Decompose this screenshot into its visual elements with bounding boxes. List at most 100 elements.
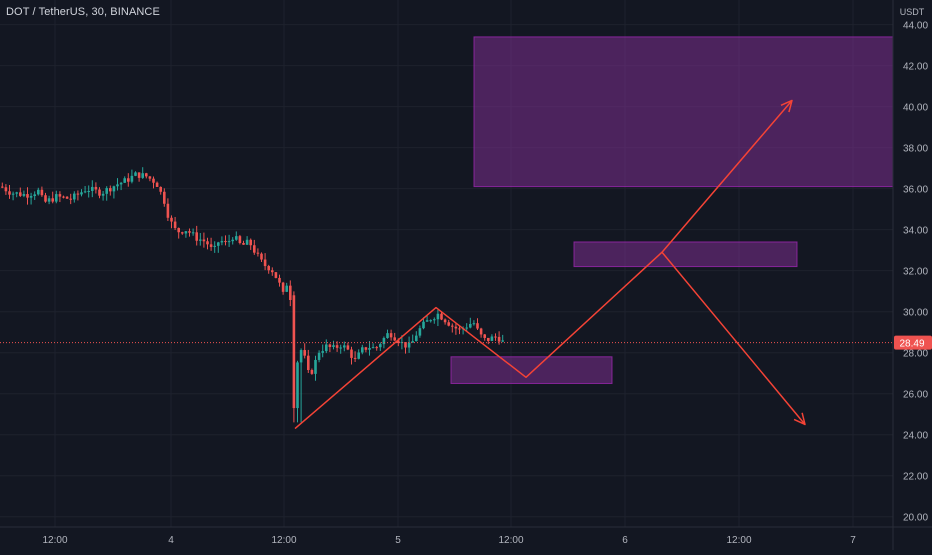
candle-body-bull bbox=[382, 338, 386, 345]
candle-body-bear bbox=[289, 285, 292, 301]
candle-body-bear bbox=[155, 182, 159, 187]
candle-body-bear bbox=[263, 259, 267, 267]
candle-body-bear bbox=[397, 340, 400, 344]
candle-body-bull bbox=[411, 341, 414, 343]
candle-body-bull bbox=[418, 328, 422, 336]
candle-body-bear bbox=[281, 282, 285, 292]
candle-body-bear bbox=[447, 322, 450, 326]
candle-body-bear bbox=[443, 319, 447, 323]
candle-body-bull bbox=[379, 344, 382, 348]
candle-body-bear bbox=[483, 334, 486, 338]
candle-body-bear bbox=[177, 228, 180, 233]
candle-body-bear bbox=[51, 198, 54, 202]
candle-body-bear bbox=[195, 232, 198, 241]
y-tick-label: 40.00 bbox=[903, 103, 928, 114]
candle-body-bull bbox=[317, 352, 321, 360]
candle-body-bear bbox=[8, 191, 11, 195]
candle-body-bear bbox=[253, 245, 256, 253]
y-tick-label: 36.00 bbox=[903, 185, 928, 196]
candle-layer bbox=[1, 167, 504, 423]
candle-body-bear bbox=[238, 236, 242, 244]
candle-body-bull bbox=[321, 351, 324, 353]
x-tick-label: 12:00 bbox=[271, 535, 296, 546]
candle-body-bull bbox=[47, 198, 51, 202]
chart-title: DOT / TetherUS, 30, BINANCE bbox=[6, 6, 160, 18]
x-tick-label: 12:00 bbox=[42, 535, 67, 546]
candle-body-bull bbox=[429, 320, 432, 322]
candle-body-bull bbox=[11, 193, 15, 195]
candle-body-bear bbox=[202, 239, 206, 242]
candle-body-bull bbox=[184, 231, 188, 234]
candle-body-bull bbox=[314, 359, 317, 374]
arrowhead-1 bbox=[780, 99, 793, 113]
candle-body-bull bbox=[325, 344, 328, 352]
candle-body-bull bbox=[501, 340, 504, 342]
candle-body-bull bbox=[141, 173, 144, 178]
candle-body-bull bbox=[220, 241, 224, 243]
candle-body-bull bbox=[83, 191, 87, 193]
candle-body-bear bbox=[98, 189, 101, 196]
candle-body-bull bbox=[33, 194, 36, 197]
zone-rectangle-3 bbox=[450, 356, 613, 384]
x-tick-label: 7 bbox=[850, 535, 856, 546]
candle-body-bear bbox=[454, 326, 458, 329]
candle-body-bull bbox=[400, 342, 404, 344]
y-tick-label: 32.00 bbox=[903, 267, 928, 278]
candle-body-bear bbox=[267, 266, 270, 271]
candle-body-bull bbox=[116, 184, 119, 187]
candle-body-bull bbox=[29, 196, 33, 198]
y-tick-label: 20.00 bbox=[903, 513, 928, 524]
candle-body-bull bbox=[339, 347, 342, 349]
y-tick-label: 28.00 bbox=[903, 349, 928, 360]
candle-body-bear bbox=[364, 347, 368, 350]
candle-body-bear bbox=[303, 350, 306, 356]
candle-body-bear bbox=[350, 349, 353, 358]
x-tick-label: 6 bbox=[622, 535, 628, 546]
candle-body-bull bbox=[299, 350, 303, 363]
drawing-layer[interactable] bbox=[0, 99, 893, 430]
candle-body-bear bbox=[328, 344, 332, 347]
candle-body-bull bbox=[472, 323, 476, 325]
x-tick-label: 5 bbox=[395, 535, 401, 546]
candle-body-bull bbox=[407, 342, 411, 348]
candle-body-bull bbox=[80, 192, 83, 195]
candle-body-bull bbox=[112, 186, 116, 192]
candle-body-bear bbox=[26, 194, 29, 198]
candle-body-bull bbox=[73, 193, 76, 200]
candle-body-bull bbox=[227, 241, 231, 243]
candle-body-bull bbox=[134, 172, 137, 176]
candle-body-bull bbox=[436, 313, 440, 320]
candle-body-bull bbox=[105, 188, 108, 194]
candle-body-bull bbox=[213, 245, 216, 247]
candle-body-bull bbox=[101, 193, 105, 196]
candle-body-bull bbox=[235, 236, 238, 240]
candle-body-bear bbox=[224, 241, 227, 243]
candle-body-bear bbox=[44, 195, 47, 202]
candle-body-bull bbox=[490, 336, 494, 341]
candle-body-bear bbox=[440, 313, 443, 320]
candle-body-bear bbox=[40, 189, 44, 196]
zone-rectangle-1 bbox=[473, 36, 894, 188]
candle-body-bear bbox=[389, 333, 393, 338]
candle-body-bear bbox=[476, 323, 479, 329]
candle-body-bear bbox=[181, 232, 184, 234]
candle-body-bear bbox=[148, 176, 152, 179]
candle-body-bear bbox=[458, 328, 461, 330]
candle-body-bull bbox=[415, 335, 418, 342]
projection-path-1 bbox=[294, 99, 793, 430]
candle-body-bear bbox=[127, 178, 130, 182]
candle-body-bull bbox=[91, 186, 94, 191]
candle-body-bull bbox=[361, 347, 364, 353]
candle-body-bear bbox=[62, 196, 65, 198]
candle-body-bull bbox=[231, 239, 234, 242]
candle-body-bull bbox=[296, 362, 299, 409]
candle-body-bear bbox=[159, 186, 162, 192]
x-tick-label: 12:00 bbox=[498, 535, 523, 546]
candle-body-bull bbox=[217, 242, 220, 246]
y-tick-label: 42.00 bbox=[903, 62, 928, 73]
candle-body-bull bbox=[87, 190, 90, 192]
zone-layer[interactable] bbox=[450, 36, 894, 384]
candle-body-bull bbox=[469, 323, 472, 328]
